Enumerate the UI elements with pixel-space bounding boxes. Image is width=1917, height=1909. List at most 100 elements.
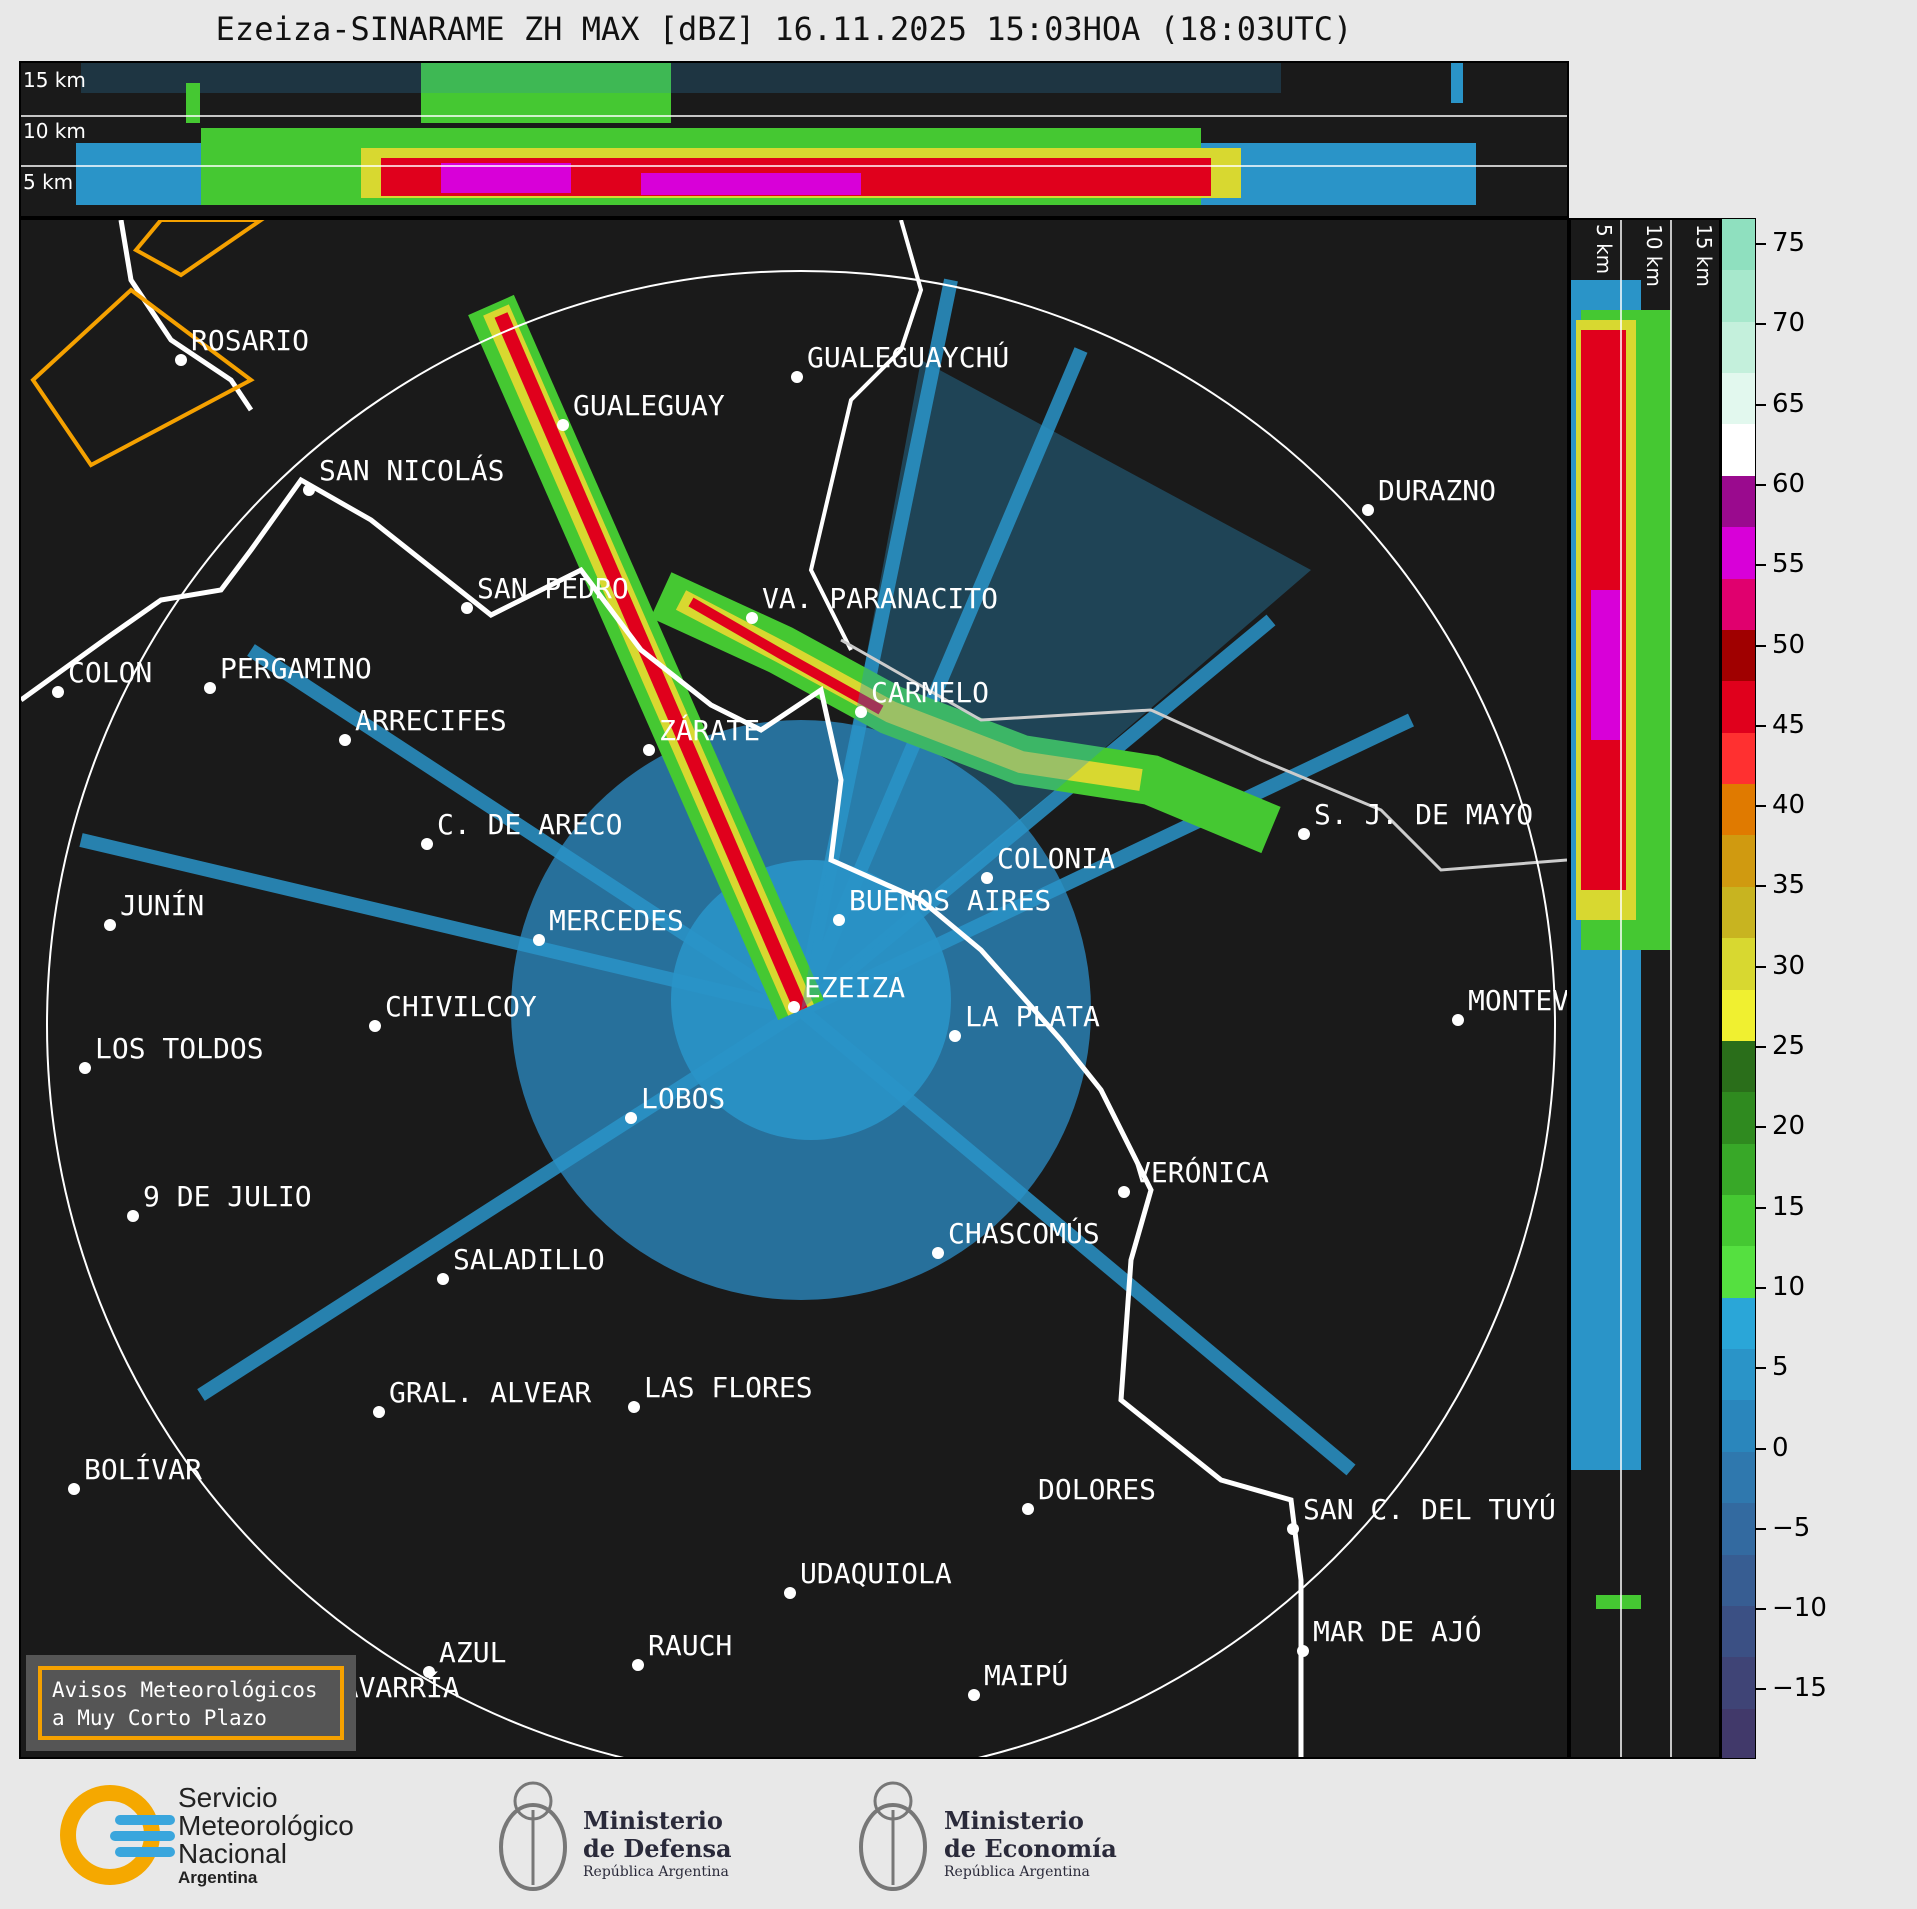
- city-marker: [175, 354, 187, 366]
- warning-polygon-2: [132, 220, 265, 278]
- colorbar-tick: [1756, 1608, 1766, 1611]
- economia-text: Ministerio de Economía República Argenti…: [944, 1807, 1117, 1881]
- colorbar-swatch: [1722, 1708, 1755, 1758]
- city-marker: [1118, 1186, 1130, 1198]
- city-marker: [79, 1062, 91, 1074]
- colorbar-swatch: [1722, 475, 1755, 529]
- city-marker: [643, 744, 655, 756]
- defensa-line3: República Argentina: [583, 1864, 729, 1880]
- economia-line3: República Argentina: [944, 1864, 1090, 1880]
- echo-fleck-2: [1451, 143, 1463, 173]
- city-label: ROSARIO: [191, 324, 309, 357]
- parana-river: [118, 220, 254, 412]
- city-marker: [557, 419, 569, 431]
- colorbar-tick: [1756, 885, 1766, 888]
- colorbar-tick: [1756, 965, 1766, 968]
- colorbar-swatch: [1722, 527, 1755, 580]
- city-label: COLON: [68, 656, 152, 689]
- city-label: VA. PARANACITO: [762, 582, 998, 615]
- city-marker: [423, 1666, 435, 1678]
- colorbar-swatch: [1722, 424, 1755, 477]
- city-marker: [369, 1020, 381, 1032]
- colorbar-swatch: [1722, 1246, 1755, 1299]
- colorbar-tick-label: 20: [1772, 1111, 1806, 1142]
- warning-polygon-1: [30, 287, 255, 468]
- city-label: LA PLATA: [965, 1000, 1100, 1033]
- city-markers: ROSARIO GUALEGUAY GUALEGUAYCHÚ SAN NICOL…: [52, 324, 1567, 1713]
- city-marker: [949, 1030, 961, 1042]
- city-label: LAS FLORES: [644, 1371, 813, 1404]
- economia-seal: [853, 1775, 933, 1895]
- colorbar-swatch: [1722, 1143, 1755, 1196]
- colorbar-swatch: [1722, 1503, 1755, 1556]
- coat-of-arms-icon: [499, 1781, 567, 1891]
- colorbar-tick: [1756, 1367, 1766, 1370]
- colorbar-swatch: [1722, 1194, 1755, 1248]
- alt-label-5km: 5 km: [1592, 224, 1616, 274]
- coat-of-arms-icon: [859, 1781, 927, 1891]
- city-marker: [932, 1247, 944, 1259]
- colorbar-tick-label: 55: [1772, 549, 1806, 580]
- city-label: GRAL. ALVEAR: [389, 1376, 591, 1409]
- top-cross-section-panel: 15 km 10 km 5 km: [19, 61, 1569, 218]
- colorbar-tick-label: 60: [1772, 468, 1806, 499]
- colorbar-swatch: [1722, 270, 1755, 323]
- city-marker: [339, 734, 351, 746]
- smn-logo: [55, 1785, 175, 1885]
- city-label: PERGAMINO: [220, 652, 372, 685]
- colorbar-swatch: [1722, 321, 1755, 375]
- smn-line3: Nacional: [178, 1838, 287, 1869]
- uruguay-coast: [840, 638, 1567, 872]
- warning-legend-line2: a Muy Corto Plazo: [52, 1706, 267, 1730]
- city-label: GUALEGUAYCHÚ: [807, 340, 1009, 374]
- city-label: COLONIA: [997, 842, 1115, 875]
- city-marker: [68, 1483, 80, 1495]
- city-label: BOLÍVAR: [84, 1452, 202, 1486]
- smn-line1: Servicio: [178, 1782, 278, 1813]
- echo-fleck: [1596, 1595, 1641, 1609]
- smn-line4: Argentina: [178, 1868, 258, 1887]
- echo-core-magenta-2: [641, 173, 861, 195]
- colorbar-swatch: [1722, 1657, 1755, 1710]
- colorbar-swatch: [1722, 1605, 1755, 1659]
- city-marker: [968, 1689, 980, 1701]
- smn-line2: Meteorológico: [178, 1810, 354, 1841]
- city-label: AZUL: [439, 1636, 506, 1669]
- echo-haze: [81, 63, 1281, 93]
- city-marker: [833, 914, 845, 926]
- colorbar-swatch: [1722, 732, 1755, 786]
- colorbar-tick-label: 45: [1772, 709, 1806, 740]
- warning-legend-bg: [26, 1655, 356, 1751]
- city-marker: [437, 1273, 449, 1285]
- colorbar-tick: [1756, 323, 1766, 326]
- colorbar-tick: [1756, 403, 1766, 406]
- colorbar-swatch: [1722, 1349, 1755, 1402]
- city-marker: [104, 919, 116, 931]
- colorbar-tick-label: 75: [1772, 228, 1806, 258]
- city-label: DURAZNO: [1378, 474, 1496, 507]
- colorbar-swatch: [1722, 629, 1755, 683]
- city-marker: [628, 1401, 640, 1413]
- colorbar-swatch: [1722, 681, 1755, 734]
- city-label: JUNÍN: [120, 888, 204, 922]
- chart-title: Ezeiza-SINARAME ZH MAX [dBZ] 16.11.2025 …: [215, 10, 1353, 48]
- city-label: C. DE ARECO: [437, 808, 622, 841]
- colorbar-swatch: [1722, 1554, 1755, 1607]
- city-marker: [303, 484, 315, 496]
- city-label: ZÁRATE: [659, 713, 760, 747]
- city-label: S. J. DE MAYO: [1314, 798, 1533, 831]
- city-label: RAUCH: [648, 1629, 732, 1662]
- city-label: LOBOS: [641, 1082, 725, 1115]
- colorbar-tick-label: −5: [1772, 1512, 1811, 1543]
- city-label: LOS TOLDOS: [95, 1032, 264, 1065]
- city-marker: [127, 1210, 139, 1222]
- echo-tower-green: [421, 63, 671, 123]
- city-marker: [1298, 828, 1310, 840]
- colorbar-tick: [1756, 1286, 1766, 1289]
- coastline: [21, 476, 1304, 1757]
- colorbar-tick-label: 25: [1772, 1031, 1806, 1061]
- colorbar-swatch: [1722, 1040, 1755, 1094]
- city-label: MAR DE AJÓ: [1313, 1614, 1482, 1648]
- storm-line-red: [688, 597, 884, 715]
- colorbar-swatch: [1722, 835, 1755, 888]
